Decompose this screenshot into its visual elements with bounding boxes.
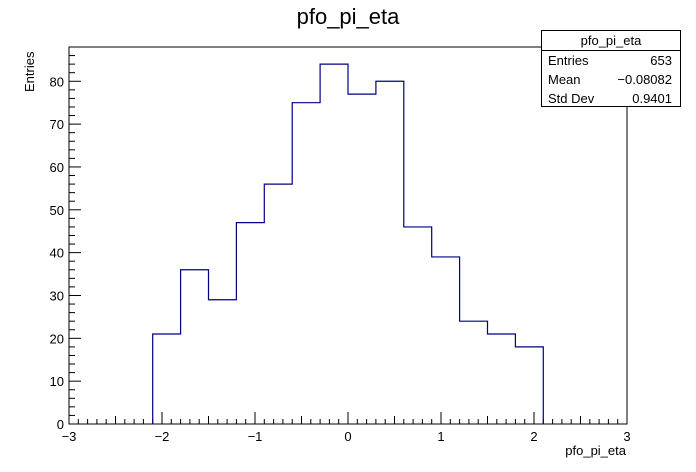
x-tick-label: −2: [155, 429, 170, 444]
stats-row-entries: Entries 653: [542, 51, 680, 70]
stats-value: 0.9401: [632, 91, 672, 106]
histogram-bin: [236, 223, 264, 424]
x-axis-label: pfo_pi_eta: [565, 443, 626, 458]
y-axis-label: Entries: [22, 51, 37, 92]
x-tick-label: −3: [62, 429, 77, 444]
y-tick-label: 80: [50, 74, 64, 89]
histogram-bin: [209, 300, 237, 424]
y-tick-label: 10: [50, 374, 64, 389]
stats-value: −0.08082: [617, 72, 672, 87]
y-tick-label: 40: [50, 246, 64, 261]
stats-label: Std Dev: [548, 91, 595, 106]
x-tick-label: 2: [530, 429, 537, 444]
stats-row-stddev: Std Dev 0.9401: [542, 89, 680, 108]
y-tick-label: 30: [50, 288, 64, 303]
histogram-bin: [264, 184, 292, 424]
histogram-outline: [152, 63, 544, 424]
chart-title: pfo_pi_eta: [296, 4, 400, 29]
y-tick-label: 50: [50, 203, 64, 218]
histogram-bin: [515, 347, 543, 424]
x-tick-label: 3: [623, 429, 630, 444]
histogram-bin: [320, 64, 348, 424]
histogram-bin: [404, 227, 432, 424]
stats-box-title: pfo_pi_eta: [542, 31, 680, 51]
x-tick-label: −1: [248, 429, 263, 444]
y-tick-label: 60: [50, 160, 64, 175]
histogram-bin: [153, 334, 181, 424]
y-tick-label: 0: [57, 417, 64, 432]
stats-label: Mean: [548, 72, 581, 87]
histogram-bin: [348, 94, 376, 424]
x-tick-label: 1: [437, 429, 444, 444]
histogram-bin: [488, 334, 516, 424]
histogram-bin: [181, 270, 209, 424]
stats-row-mean: Mean −0.08082: [542, 70, 680, 89]
histogram-bin: [292, 103, 320, 424]
y-tick-label: 20: [50, 331, 64, 346]
stats-box: pfo_pi_eta Entries 653 Mean −0.08082 Std…: [541, 30, 681, 107]
histogram-bin: [460, 321, 488, 424]
x-tick-label: 0: [344, 429, 351, 444]
histogram-bin: [376, 81, 404, 424]
y-tick-label: 70: [50, 117, 64, 132]
stats-value: 653: [650, 53, 672, 68]
stats-label: Entries: [548, 53, 589, 68]
histogram-bin: [432, 257, 460, 424]
